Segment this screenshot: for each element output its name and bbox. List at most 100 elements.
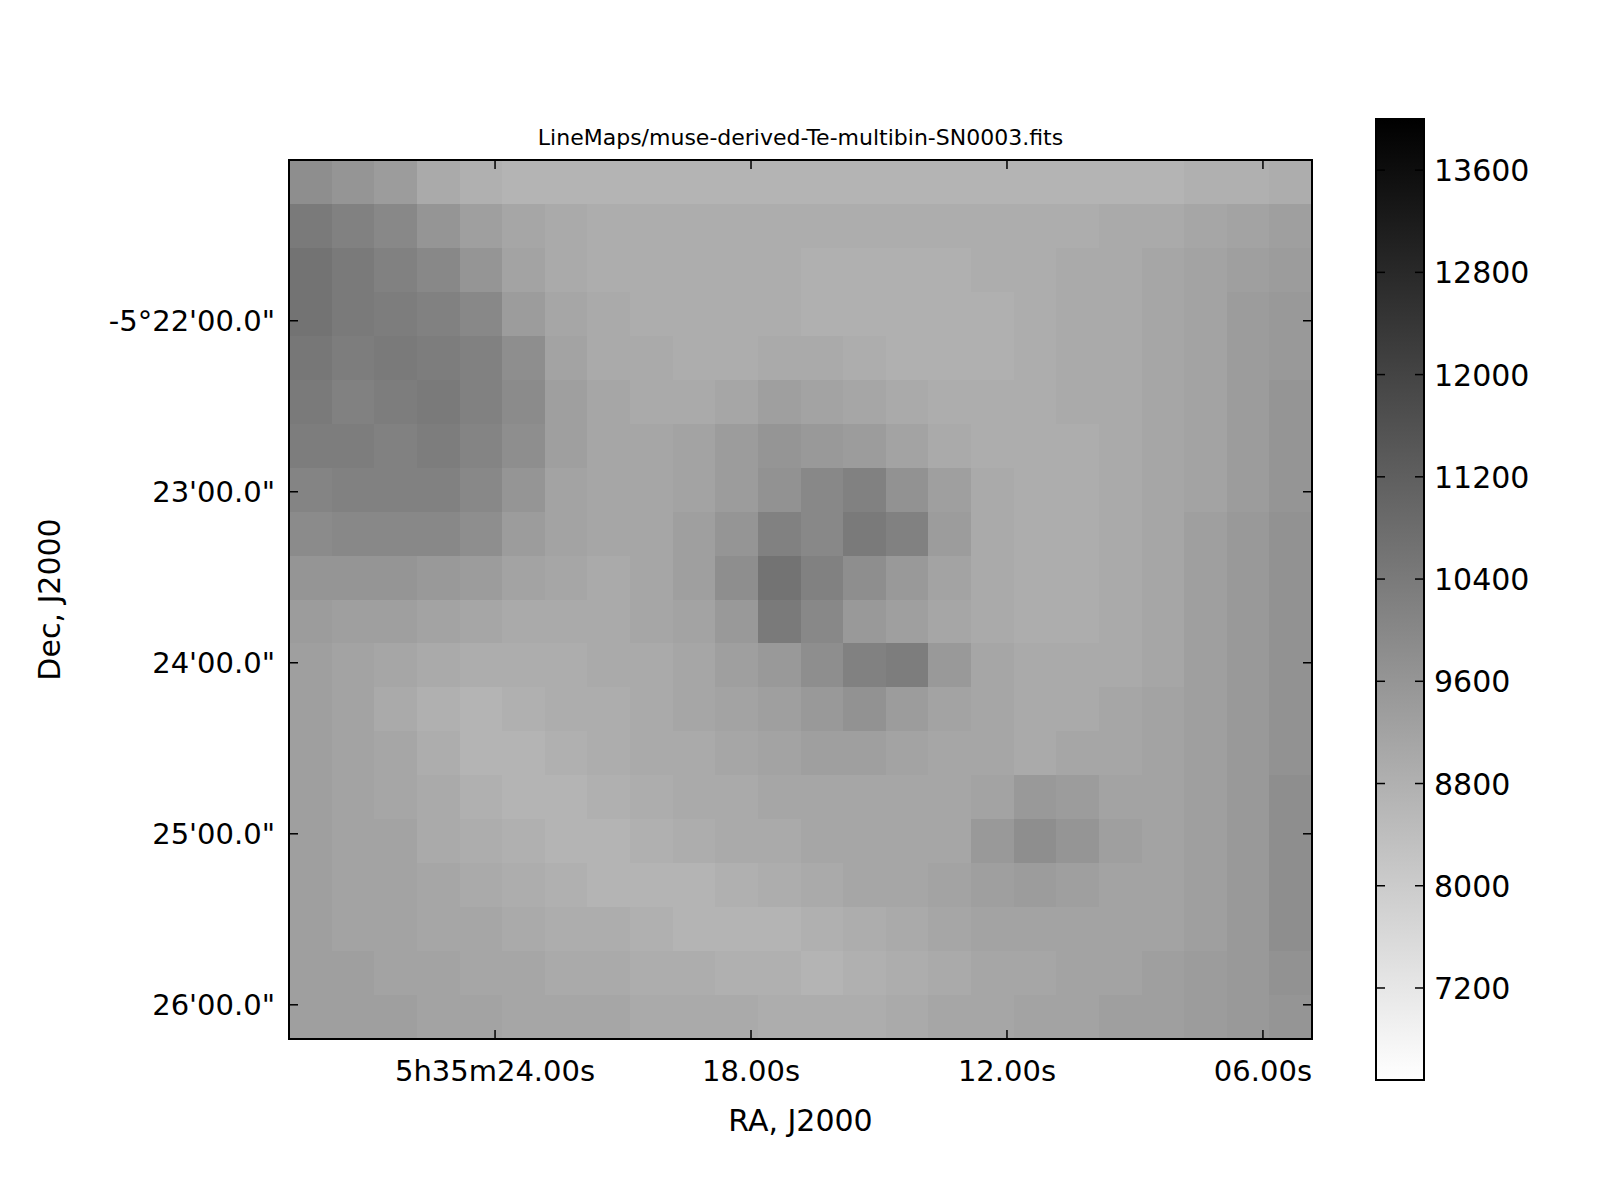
heatmap-cell [1269,424,1312,469]
heatmap-cell [1269,731,1312,776]
heatmap-cell [886,907,929,952]
heatmap-cell [545,731,588,776]
heatmap-cell [630,292,673,337]
heatmap-cell [971,643,1014,688]
heatmap-cell [1014,424,1057,469]
heatmap-cell [971,468,1014,513]
heatmap-cell [1184,600,1227,645]
heatmap-cell [971,424,1014,469]
heatmap-cell [886,512,929,557]
heatmap-cell [587,863,630,908]
heatmap-cell [843,204,886,249]
heatmap-cell [758,775,801,820]
heatmap-cell [801,292,844,337]
heatmap-cell [928,995,971,1039]
heatmap-cell [843,600,886,645]
heatmap-cell [417,556,460,601]
heatmap-cell [1269,512,1312,557]
heatmap-cell [1099,160,1142,205]
y-tick [289,662,298,664]
heatmap-cell [886,819,929,864]
heatmap-cell [886,336,929,381]
colorbar-tick-left [1376,987,1385,989]
heatmap-cell [758,424,801,469]
heatmap-cell [502,863,545,908]
heatmap-cell [673,380,716,425]
colorbar-tick-left [1376,783,1385,785]
heatmap-cell [1099,292,1142,337]
heatmap-cell [289,556,332,601]
heatmap-cell [1099,512,1142,557]
heatmap-cell [289,951,332,996]
heatmap-cell [1142,556,1185,601]
heatmap-cell [502,424,545,469]
heatmap-cell [630,643,673,688]
heatmap-cell [587,819,630,864]
heatmap-cell [460,600,503,645]
heatmap-cell [1099,951,1142,996]
heatmap-cell [417,512,460,557]
heatmap-cell [332,995,375,1039]
heatmap-cell [460,863,503,908]
heatmap-cell [1014,204,1057,249]
heatmap-cell [1142,775,1185,820]
heatmap-cell [1184,995,1227,1039]
heatmap-cell [374,687,417,732]
heatmap-cell [460,424,503,469]
heatmap-cell [1056,687,1099,732]
heatmap-cell [673,336,716,381]
heatmap-cell [460,995,503,1039]
heatmap-cell [758,292,801,337]
heatmap-cell [502,248,545,293]
heatmap-cell [1056,204,1099,249]
heatmap-cell [545,160,588,205]
heatmap-cell [374,951,417,996]
heatmap-cell [630,204,673,249]
heatmap-cell [1227,204,1270,249]
heatmap-cell [1184,863,1227,908]
heatmap-cell [1269,687,1312,732]
heatmap-cell [289,995,332,1039]
heatmap-cell [502,512,545,557]
heatmap-cell [332,687,375,732]
heatmap-cell [801,819,844,864]
colorbar-tick-label: 9600 [1434,664,1510,699]
heatmap-cell [843,819,886,864]
heatmap-cell [886,556,929,601]
colorbar-tick [1415,987,1424,989]
heatmap-cell [758,819,801,864]
heatmap-cell [843,731,886,776]
heatmap-cell [928,951,971,996]
heatmap-cell [289,819,332,864]
heatmap-cell [1056,731,1099,776]
heatmap-cell [332,731,375,776]
heatmap-cell [971,819,1014,864]
heatmap-cell [417,336,460,381]
heatmap-cell [886,643,929,688]
heatmap-cell [715,512,758,557]
chart-root: 5h35m24.00s18.00s12.00s06.00s-5°22'00.0"… [0,0,1600,1200]
heatmap-cell [1142,600,1185,645]
heatmap-cell [587,160,630,205]
heatmap-cell [545,468,588,513]
heatmap-cell [843,556,886,601]
heatmap-cell [587,907,630,952]
heatmap-cell [1269,556,1312,601]
heatmap-cell [928,819,971,864]
heatmap-cell [801,556,844,601]
x-tick-top [1006,160,1008,169]
heatmap-cell [801,907,844,952]
heatmap-cell [843,380,886,425]
heatmap-cell [460,687,503,732]
heatmap-cell [545,600,588,645]
heatmap-cell [460,468,503,513]
heatmap-cell [1142,424,1185,469]
colorbar-tick [1415,374,1424,376]
heatmap-cell [1099,556,1142,601]
heatmap-cell [545,819,588,864]
heatmap-cell [928,380,971,425]
heatmap-cell [886,160,929,205]
heatmap-cell [843,643,886,688]
heatmap-cell [758,556,801,601]
heatmap-cell [1142,907,1185,952]
